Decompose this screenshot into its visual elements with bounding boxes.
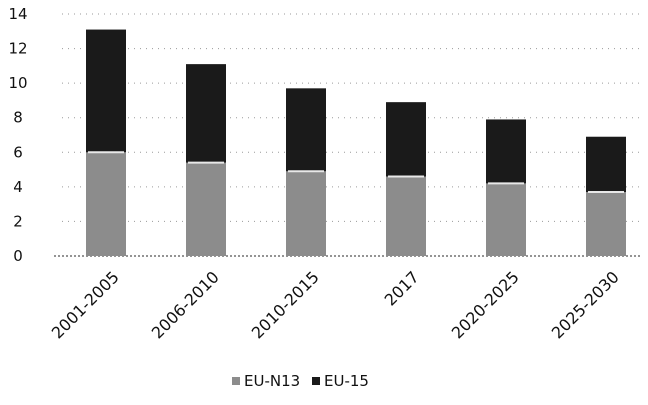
legend-label-eu-15: EU-15 <box>324 372 369 390</box>
y-tick-label: 0 <box>13 247 23 265</box>
legend: EU-N13 EU-15 <box>232 372 369 390</box>
bar-eu-15-2020-2025 <box>486 119 526 184</box>
bar-eu-n13-2001-2005 <box>86 152 126 256</box>
y-tick-label: 4 <box>13 178 23 196</box>
x-tick-label: 2006-2010 <box>148 267 223 342</box>
bar-eu-n13-2017 <box>386 176 426 256</box>
x-tick-label: 2001-2005 <box>48 267 123 342</box>
x-tick-label: 2017 <box>381 267 423 309</box>
legend-swatch-eu-n13 <box>232 377 240 385</box>
legend-label-eu-n13: EU-N13 <box>244 372 300 390</box>
x-tick-label: 2020-2025 <box>448 267 523 342</box>
y-tick-label: 8 <box>13 109 23 127</box>
bar-eu-n13-2025-2030 <box>586 192 626 256</box>
y-axis-ticks: 0 2 4 6 8 10 12 14 <box>8 5 27 265</box>
x-tick-label: 2010-2015 <box>248 267 323 342</box>
x-tick-label: 2025-2030 <box>548 267 623 342</box>
y-tick-label: 14 <box>8 5 27 23</box>
grid-layer <box>54 13 640 257</box>
bar-eu-n13-2010-2015 <box>286 171 326 256</box>
bar-eu-15-2010-2015 <box>286 88 326 172</box>
bar-eu-15-2001-2005 <box>86 29 126 153</box>
y-tick-label: 10 <box>8 74 27 92</box>
bar-eu-15-2017 <box>386 102 426 177</box>
legend-swatch-eu-15 <box>312 377 320 385</box>
y-tick-label: 12 <box>8 40 27 58</box>
y-tick-label: 6 <box>13 143 23 161</box>
bar-eu-n13-2006-2010 <box>186 162 226 256</box>
x-axis-labels: 2001-2005 2006-2010 2010-2015 2017 2020-2025… <box>48 267 623 342</box>
bar-eu-15-2025-2030 <box>586 136 626 193</box>
bar-layer <box>86 29 626 256</box>
bar-eu-n13-2020-2025 <box>486 183 526 256</box>
bar-eu-15-2006-2010 <box>186 64 226 163</box>
y-tick-label: 2 <box>13 212 23 230</box>
